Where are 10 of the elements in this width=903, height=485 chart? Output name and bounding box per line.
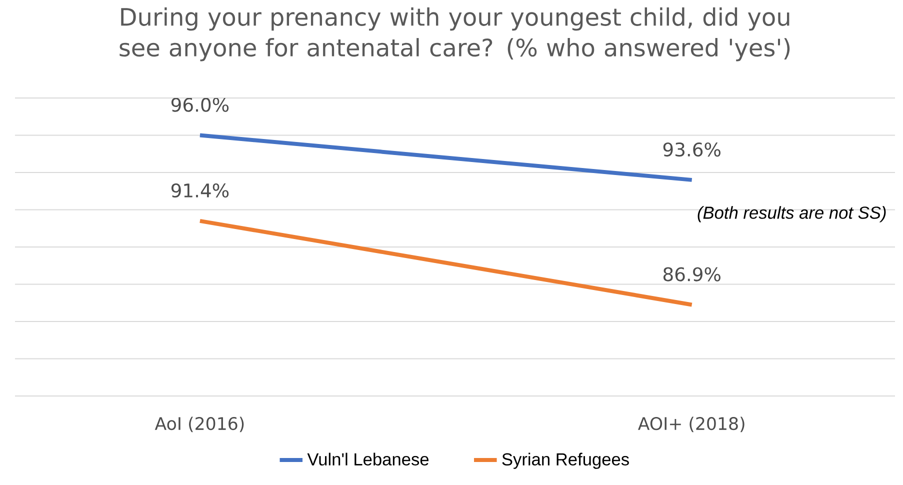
x-tick-label: AoI (2016): [154, 416, 244, 432]
annotation: (Both results are not SS): [698, 206, 886, 222]
legend-label: Vuln'l Lebanese: [307, 452, 429, 466]
data-label: 96.0%: [171, 98, 229, 112]
x-tick-label: AOI+ (2018): [638, 416, 744, 432]
data-label: 86.9%: [663, 267, 720, 282]
chart-title: During your prenancy with your youngest child, did you see anyone for antenatal care? (% who answered 'yes'): [120, 7, 790, 62]
data-label: 93.6%: [663, 142, 720, 157]
data-label: 91.4%: [171, 183, 229, 198]
legend-label: Syrian Refugees: [502, 452, 629, 469]
